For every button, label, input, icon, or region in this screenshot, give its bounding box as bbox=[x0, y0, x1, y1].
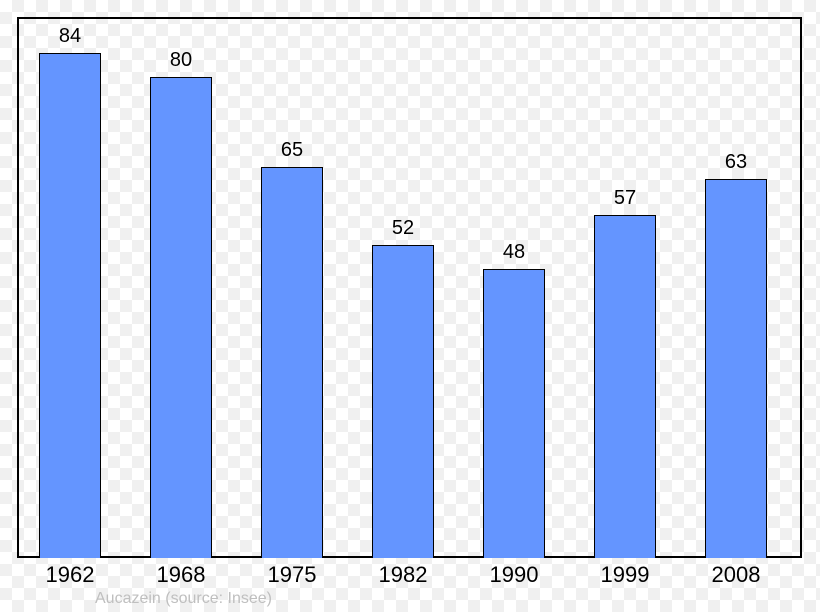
value-label: 63 bbox=[725, 151, 747, 174]
bar bbox=[483, 269, 545, 558]
value-label: 65 bbox=[281, 139, 303, 162]
axis-label: 1968 bbox=[157, 562, 206, 588]
axis-label: 1975 bbox=[268, 562, 317, 588]
value-label: 57 bbox=[614, 187, 636, 210]
axis-label: 1999 bbox=[601, 562, 650, 588]
bar bbox=[39, 53, 101, 558]
bar bbox=[261, 167, 323, 558]
bar bbox=[150, 77, 212, 558]
axis-label: 1990 bbox=[490, 562, 539, 588]
value-label: 84 bbox=[59, 25, 81, 48]
axis-label: 2008 bbox=[712, 562, 761, 588]
bar bbox=[594, 215, 656, 558]
bar bbox=[372, 245, 434, 558]
value-label: 52 bbox=[392, 217, 414, 240]
value-label: 48 bbox=[503, 241, 525, 264]
axis-label: 1962 bbox=[46, 562, 95, 588]
value-label: 80 bbox=[170, 49, 192, 72]
bar bbox=[705, 179, 767, 558]
chart-canvas: 84 80 65 52 48 57 63 1962 1968 1975 1982 1990 1999 2… bbox=[0, 0, 820, 612]
caption-text: Aucazein (source: Insee) bbox=[95, 590, 272, 608]
axis-label: 1982 bbox=[379, 562, 428, 588]
